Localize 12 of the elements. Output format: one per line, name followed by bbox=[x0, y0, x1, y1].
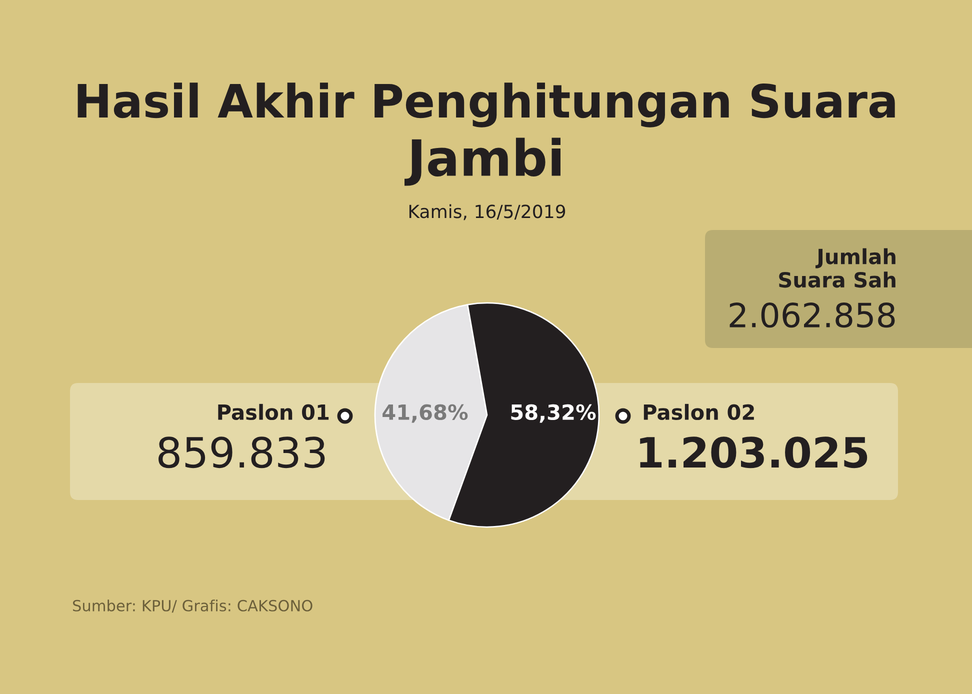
text: Kamis, 16/5/2019 bbox=[409, 204, 566, 220]
text: 1.203.025 bbox=[640, 436, 868, 468]
data-label: 58,32% bbox=[511, 404, 596, 423]
text: 2.062.858 bbox=[730, 302, 895, 328]
slice-label: Paslon 01 bbox=[218, 404, 329, 420]
text: Jumlah Suara Sah bbox=[779, 248, 896, 288]
chart-title: Hasil Akhir Penghitungan Suara bbox=[78, 82, 895, 128]
data-label: 41,68% bbox=[382, 404, 468, 423]
slice-label: Paslon 02 bbox=[644, 404, 754, 420]
text: 859.833 bbox=[158, 436, 325, 468]
text: Sumber: KPU/ Grafis: CAKSONO bbox=[73, 600, 312, 613]
chart-subtitle: Jambi bbox=[404, 138, 560, 186]
